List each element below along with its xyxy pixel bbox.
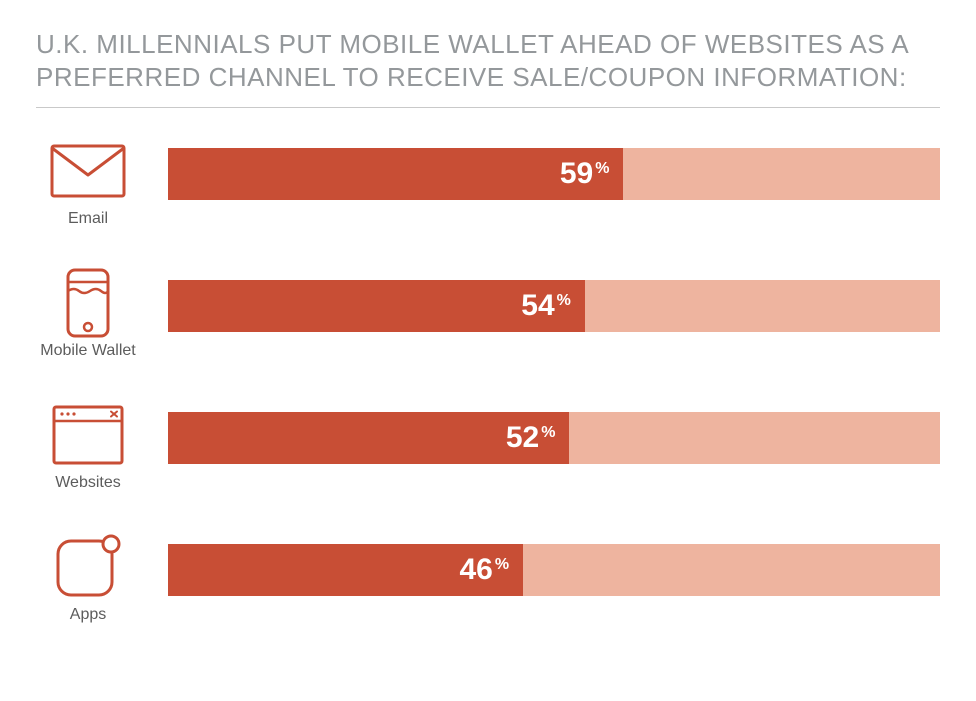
- bar-value-label: 59 %: [560, 159, 610, 189]
- percent-symbol: %: [557, 293, 571, 309]
- percent-symbol: %: [541, 425, 555, 441]
- bar-fill: 52 %: [168, 412, 569, 464]
- app-icon: [49, 534, 127, 600]
- bar-container: 52 %: [168, 402, 940, 464]
- percent-symbol: %: [495, 557, 509, 573]
- email-icon: [49, 138, 127, 204]
- bar-value-label: 52 %: [506, 423, 556, 453]
- mobile-wallet-icon: [49, 270, 127, 336]
- bar-track: 52 %: [168, 412, 940, 464]
- chart-row: Mobile Wallet 54 %: [36, 270, 940, 360]
- bar-value-label: 46 %: [460, 555, 510, 585]
- row-icon-column: Email: [36, 138, 140, 228]
- bar-container: 59 %: [168, 138, 940, 200]
- row-icon-column: Apps: [36, 534, 140, 624]
- bar-container: 54 %: [168, 270, 940, 332]
- bar-container: 46 %: [168, 534, 940, 596]
- row-icon-column: Mobile Wallet: [36, 270, 140, 360]
- bar-chart: Email 59 %: [36, 138, 940, 624]
- row-icon-column: Websites: [36, 402, 140, 492]
- chart-row: Apps 46 %: [36, 534, 940, 624]
- bar-fill: 54 %: [168, 280, 585, 332]
- bar-value-number: 46: [460, 555, 493, 585]
- chart-row: Websites 52 %: [36, 402, 940, 492]
- percent-symbol: %: [595, 161, 609, 177]
- chart-title: U.K. MILLENNIALS PUT MOBILE WALLET AHEAD…: [36, 28, 940, 108]
- row-label: Mobile Wallet: [40, 342, 135, 360]
- bar-track: 46 %: [168, 544, 940, 596]
- bar-value-number: 54: [521, 291, 554, 321]
- row-label: Websites: [55, 474, 121, 492]
- browser-icon: [49, 402, 127, 468]
- row-label: Email: [68, 210, 108, 228]
- bar-fill: 59 %: [168, 148, 623, 200]
- bar-value-number: 52: [506, 423, 539, 453]
- row-label: Apps: [70, 606, 106, 624]
- chart-row: Email 59 %: [36, 138, 940, 228]
- bar-value-label: 54 %: [521, 291, 571, 321]
- bar-value-number: 59: [560, 159, 593, 189]
- bar-track: 59 %: [168, 148, 940, 200]
- bar-track: 54 %: [168, 280, 940, 332]
- bar-fill: 46 %: [168, 544, 523, 596]
